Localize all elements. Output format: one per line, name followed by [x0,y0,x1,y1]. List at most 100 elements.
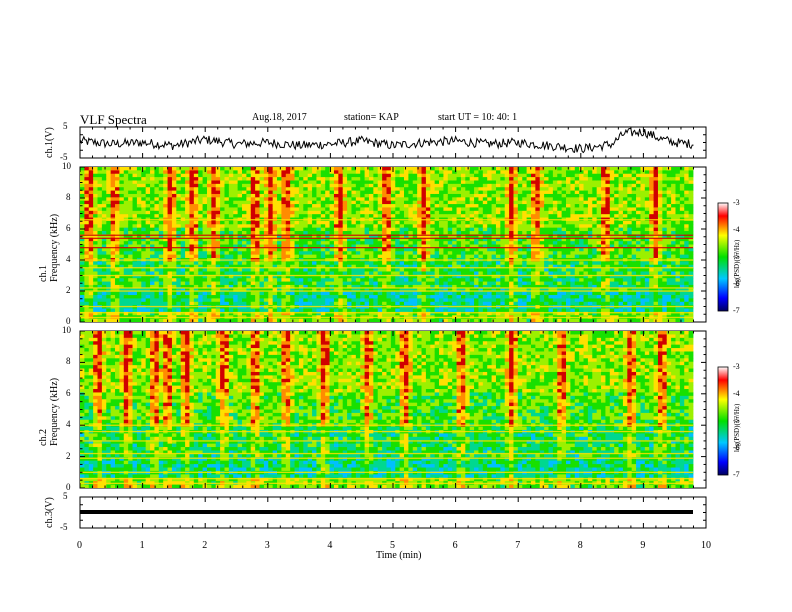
spectrogram-cell [325,193,330,198]
spectrogram-cell [347,295,352,299]
spectrogram-cell [544,244,549,249]
spectrogram-cell [434,200,440,205]
spectrogram-cell [412,237,418,242]
spectrogram-cell [509,234,514,239]
spectrogram-cell [482,247,488,252]
spectrogram-cell [465,254,471,259]
spectrogram-cell [329,301,335,306]
spectrogram-cell [404,224,409,229]
spectrogram-cell [522,234,528,239]
spectrogram-cell [154,311,160,316]
spectrogram-cell [368,220,374,225]
spectrogram-cell [101,231,107,235]
spectrogram-cell [408,197,414,202]
spectrogram-cell [167,167,173,171]
spectrogram-cell [425,234,431,239]
spectrogram-cell [215,180,221,185]
spectrogram-cell [290,204,295,208]
spectrogram-cell [320,271,326,276]
spectrogram-cell [325,214,330,218]
spectrogram-cell [390,210,396,215]
spectrogram-cell [233,190,239,195]
spectrogram-cell [412,278,418,282]
spectrogram-cell [530,271,536,276]
spectrogram-cell [487,278,492,282]
spectrogram-cell [136,318,142,322]
spectrogram-cell [465,170,471,175]
spectrogram-cell [535,278,541,282]
spectrogram-cell [535,193,541,198]
spectrogram-cell [132,244,138,249]
spectrogram-cell [312,183,317,188]
spectrogram-cell [329,177,335,181]
spectrogram-cell [382,284,387,289]
spectrogram-cell [150,183,155,188]
spectrogram-cell [495,254,501,259]
spectrogram-cell [84,318,90,322]
spectrogram-cell [158,301,164,306]
spectrogram-cell [347,231,352,235]
spectrogram-cell [368,268,374,272]
spectrogram-cell [504,311,510,316]
spectrogram-cell [491,200,497,205]
spectrogram-cell [539,311,545,316]
spectrogram-cell [263,318,269,322]
spectrogram-cell [119,210,125,215]
spectrogram-cell [408,183,414,188]
spectrogram-cell [211,261,217,266]
spectrogram-cell [176,268,182,272]
spectrogram-cell [443,241,449,245]
spectrogram-cell [88,167,94,171]
spectrogram-cell [355,318,361,322]
spectrogram-cell [88,271,94,276]
spectrogram-cell [97,227,103,232]
spectrogram-cell [163,210,168,215]
spectrogram-cell [539,271,545,276]
spectrogram-cell [474,254,479,259]
spectrogram-cell [408,251,414,256]
spectrogram-cell [237,241,243,245]
spectrogram-cell [115,200,120,205]
spectrogram-cell [228,311,234,316]
spectrogram-cell [338,308,344,313]
spectrogram-cell [123,207,129,212]
spectrogram-cell [355,210,361,215]
spectrogram-cell [539,254,545,259]
spectrogram-cell [206,167,212,171]
spectrogram-cell [526,190,532,195]
spectrogram-cell [246,180,252,185]
spectrogram-cell [307,271,313,276]
spectrogram-cell [500,271,506,276]
spectrogram-cell [342,204,348,208]
spectrogram-cell [255,281,260,286]
spectrogram-cell [417,193,422,198]
spectrogram-cell [373,308,379,313]
spectrogram-cell [198,308,203,313]
spectrogram-cell [277,251,282,256]
spectrogram-cell [338,214,344,218]
spectrogram-cell [430,271,436,276]
spectrogram-cell [242,288,247,293]
spectrogram-cell [447,170,453,175]
spectrogram-cell [101,254,107,259]
spectrogram-cell [452,284,457,289]
spectrogram-cell [355,291,361,296]
spectrogram-cell [382,271,387,276]
spectrogram-cell [312,254,317,259]
spectrogram-cell [263,207,269,212]
spectrogram-cell [228,241,234,245]
spectrogram-cell [167,251,173,256]
spectrogram-cell [101,278,107,282]
spectrogram-cell [93,177,98,181]
spectrogram-cell [88,180,94,185]
spectrogram-cell [500,231,506,235]
spectrogram-cell [128,284,133,289]
spectrogram-cell [167,197,173,202]
spectrogram-cell [390,177,396,181]
spectrogram-cell [268,200,274,205]
spectrogram-cell [132,231,138,235]
spectrogram-cell [198,281,203,286]
spectrogram-cell [167,177,173,181]
spectrogram-cell [478,190,484,195]
spectrogram-cell [220,214,225,218]
